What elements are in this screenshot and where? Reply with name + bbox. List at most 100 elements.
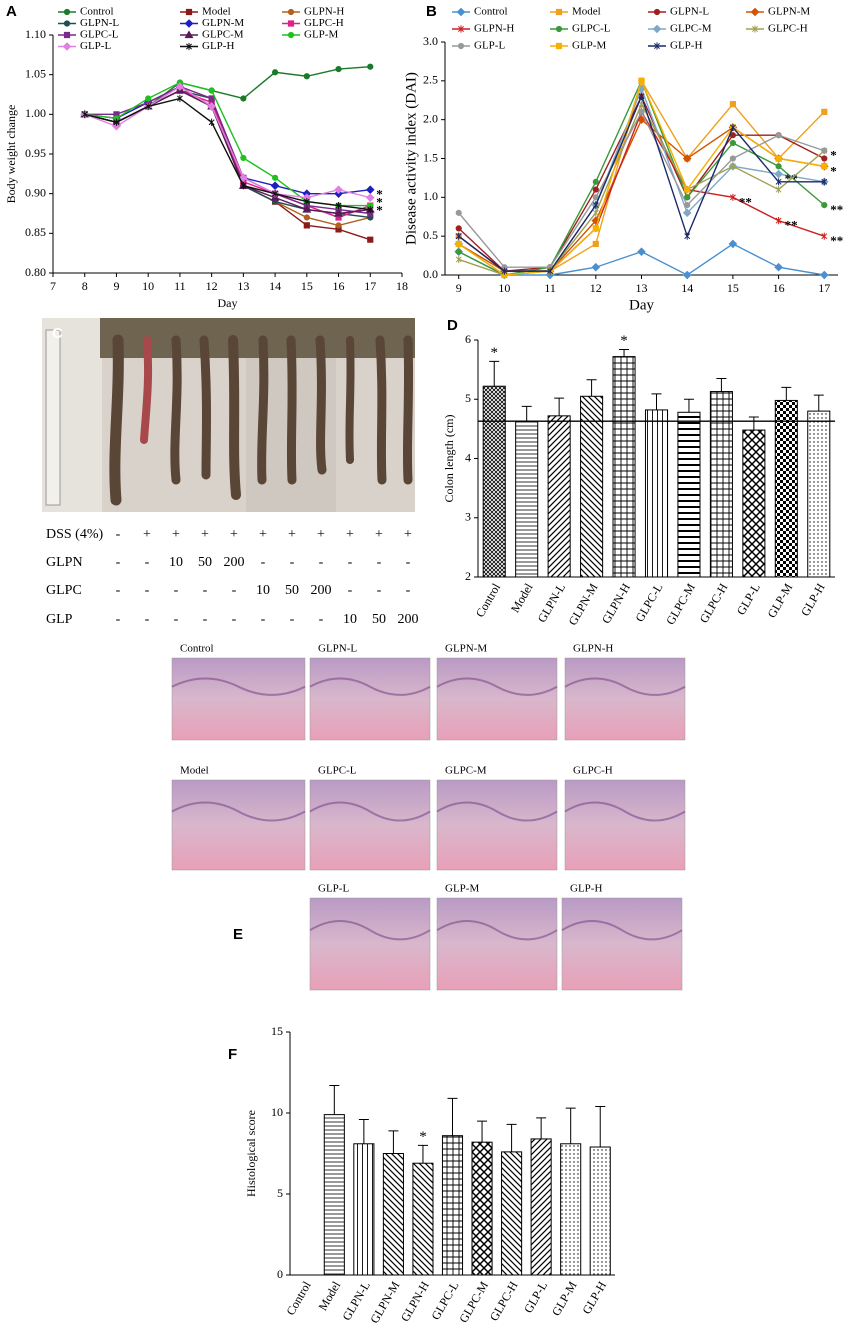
- data-point: [592, 178, 599, 185]
- data-point: [455, 225, 462, 232]
- data-point: [365, 185, 375, 195]
- x-tick-label: GLPN-H: [599, 581, 633, 626]
- cell: -: [203, 583, 208, 598]
- legend-label: GLPN-M: [768, 6, 810, 18]
- cell: 50: [285, 583, 299, 598]
- bar: [709, 391, 733, 578]
- error-bar: [619, 348, 630, 357]
- data-point: [208, 87, 215, 94]
- data-point: [682, 154, 692, 163]
- x-tick-label: 16: [333, 279, 345, 293]
- x-tick-label: GLP-M: [765, 581, 796, 621]
- y-tick-label: 0.90: [25, 185, 46, 199]
- data-point: [729, 132, 736, 139]
- data-point: [335, 66, 342, 73]
- image-caption: GLPC-H: [573, 765, 613, 777]
- histology-image: [436, 897, 558, 991]
- cell: 200: [398, 612, 419, 627]
- error-bar: [329, 1084, 340, 1115]
- y-axis-label: Histological score: [244, 1110, 258, 1197]
- y-tick-label: 5: [277, 1186, 283, 1200]
- error-bar: [417, 1144, 428, 1164]
- x-axis-label: Day: [218, 296, 238, 310]
- data-point: [775, 132, 782, 139]
- x-tick-label: GLPN-H: [398, 1279, 432, 1324]
- data-point: [303, 214, 310, 221]
- legend-label: GLP-L: [474, 40, 505, 52]
- y-tick-label: 3: [465, 510, 471, 524]
- error-bar: [716, 378, 727, 392]
- x-tick-label: GLPC-M: [456, 1279, 491, 1326]
- cell: 10: [256, 583, 270, 598]
- cell: 50: [198, 555, 212, 570]
- data-point: [638, 92, 645, 100]
- y-tick-label: 3.0: [423, 34, 438, 48]
- series-line: [84, 85, 371, 215]
- panel-label: D: [447, 317, 458, 334]
- legend-marker: [62, 42, 72, 51]
- data-point: [729, 101, 736, 108]
- legend-label: GLP-M: [304, 29, 338, 41]
- data-point: [774, 169, 783, 179]
- error-bar: [565, 1107, 576, 1144]
- legend-label: GLPC-L: [80, 29, 119, 41]
- tissue-texture: [436, 677, 558, 696]
- data-point: [145, 102, 152, 111]
- data-point: [821, 108, 828, 116]
- data-point: [208, 95, 215, 102]
- error-bar: [358, 1118, 369, 1144]
- legend-marker: [457, 42, 465, 50]
- error-bar: [586, 379, 597, 397]
- data-point: [821, 155, 828, 162]
- x-tick-label: 18: [396, 279, 408, 293]
- data-point: [592, 240, 599, 248]
- data-point: [728, 239, 738, 249]
- colon-photo: [42, 318, 415, 512]
- data-point: [775, 178, 782, 186]
- series-line: [84, 89, 371, 215]
- legend-marker: [63, 31, 71, 39]
- cell: -: [145, 583, 150, 598]
- data-point: [176, 94, 183, 103]
- error-bar: [388, 1130, 399, 1154]
- legend-marker: [652, 24, 662, 34]
- x-tick-label: 17: [818, 281, 830, 295]
- data-point: [271, 69, 279, 76]
- x-tick-label: GLP-L: [734, 581, 763, 617]
- y-tick-label: 4: [465, 450, 471, 464]
- cell: -: [116, 583, 121, 598]
- significance-label: *: [490, 345, 498, 361]
- legend-marker: [555, 25, 563, 33]
- y-tick-label: 1.10: [25, 27, 46, 41]
- histology-image: [309, 779, 431, 871]
- series-line: [84, 85, 371, 199]
- y-tick-label: 1.05: [25, 66, 46, 80]
- error-bar: [651, 393, 662, 410]
- error-bar: [813, 394, 824, 412]
- y-tick-label: 0: [277, 1267, 283, 1281]
- bar: [560, 1143, 582, 1276]
- image-caption: GLPN-L: [318, 643, 357, 655]
- data-point: [240, 154, 247, 162]
- histology-image: [436, 657, 558, 741]
- x-tick-label: Control: [283, 1278, 314, 1317]
- x-tick-label: GLPN-M: [565, 581, 600, 628]
- legend-marker: [555, 8, 563, 16]
- legend-marker: [458, 25, 464, 33]
- row-label: GLPN: [46, 555, 83, 570]
- image-caption: GLPN-H: [573, 643, 613, 655]
- image-caption: GLPC-M: [445, 765, 487, 777]
- y-tick-label: 2.0: [423, 111, 438, 125]
- bar: [412, 1162, 434, 1276]
- legend-marker: [63, 20, 71, 27]
- significance-label: **: [785, 218, 798, 233]
- legend-marker: [63, 8, 71, 16]
- panel-label: C: [52, 325, 63, 342]
- histology-image: [309, 897, 431, 991]
- x-tick-label: 10: [498, 281, 510, 295]
- data-point: [637, 247, 646, 257]
- legend-label: GLPC-M: [202, 29, 244, 41]
- data-point: [729, 139, 736, 147]
- data-point: [821, 202, 828, 209]
- y-tick-label: 6: [465, 332, 471, 346]
